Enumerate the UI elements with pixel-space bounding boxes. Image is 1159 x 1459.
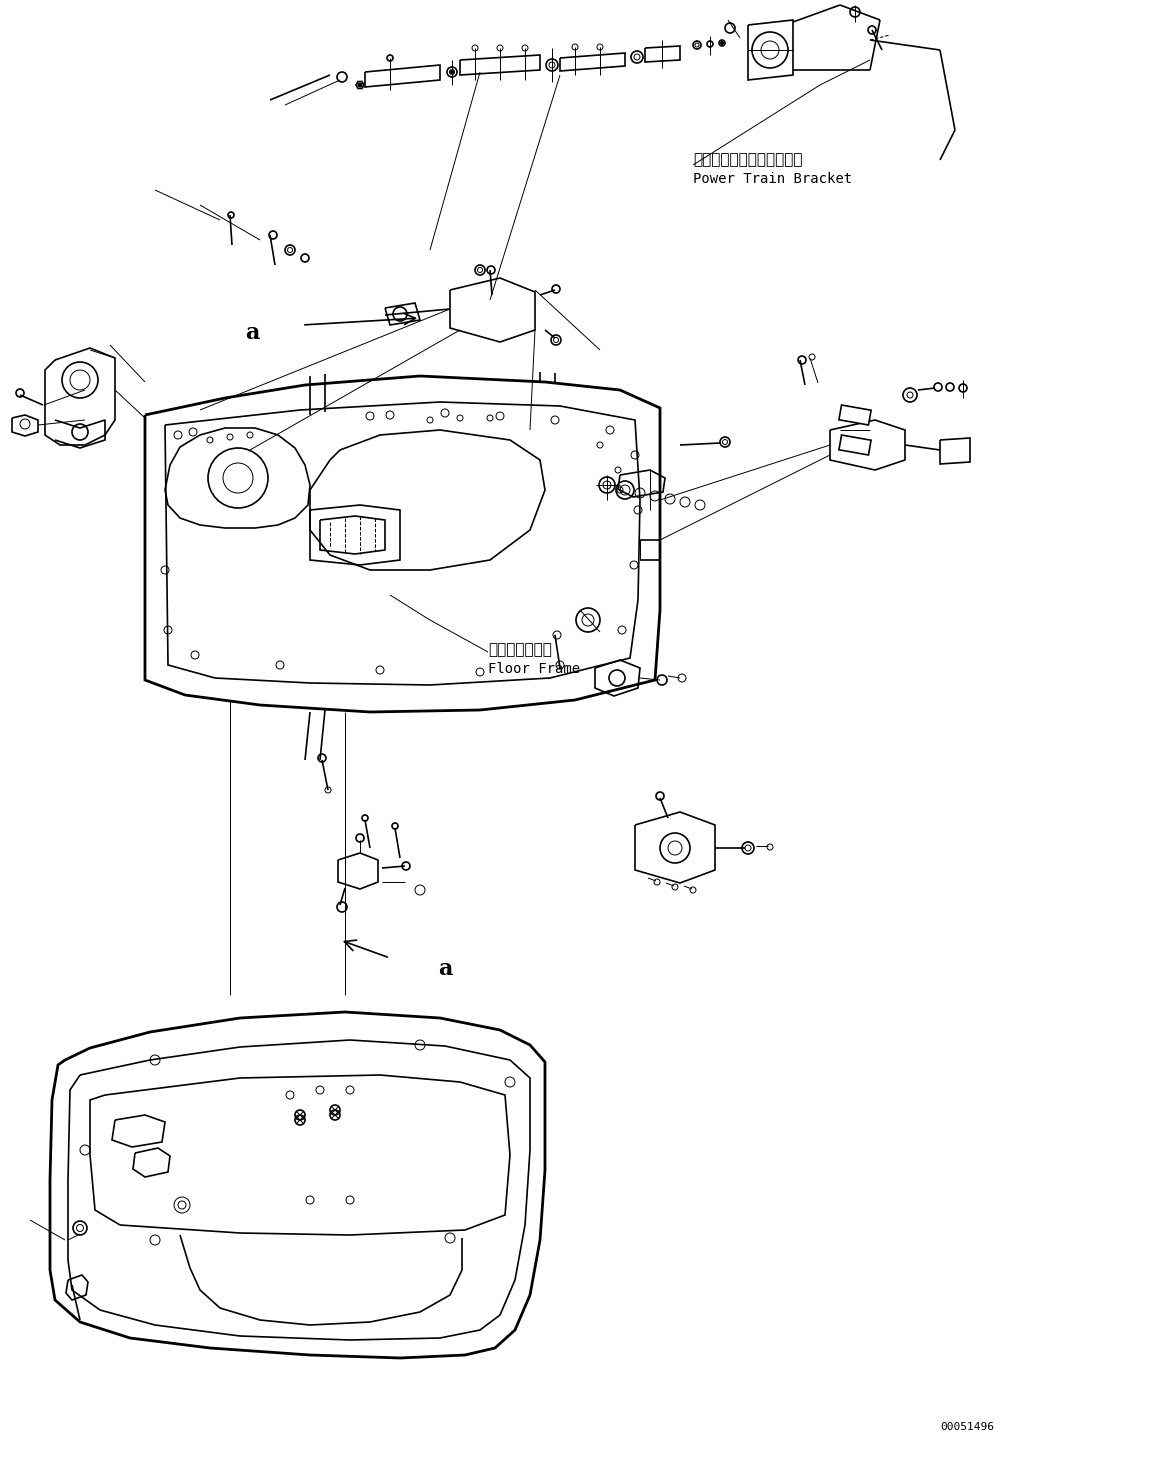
Polygon shape [839,435,872,455]
Circle shape [358,83,362,88]
Polygon shape [839,406,872,425]
Text: Floor Frame: Floor Frame [488,662,581,676]
Circle shape [721,41,723,45]
Circle shape [450,70,454,74]
Text: a: a [438,959,452,980]
Text: Power Train Bracket: Power Train Bracket [693,172,852,185]
Text: a: a [245,322,260,344]
Text: 00051496: 00051496 [940,1423,994,1431]
Text: パワートレインブラケット: パワートレインブラケット [693,152,802,166]
Text: フロアフレーム: フロアフレーム [488,642,552,657]
